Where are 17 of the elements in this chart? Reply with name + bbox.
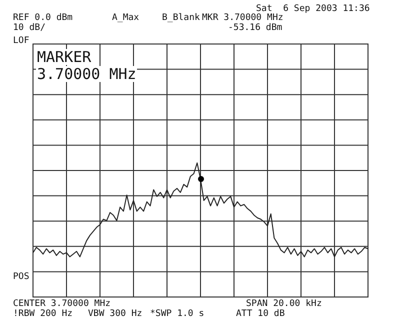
- text: SPAN 20.00 kHz: [246, 299, 322, 309]
- text: B_Blank: [162, 13, 200, 23]
- text: CENTER 3.70000 MHz: [13, 299, 111, 309]
- text: ATT 10 dB: [236, 309, 285, 319]
- text: MARKER: [36, 48, 92, 66]
- text: REF 0.0 dBm: [13, 13, 73, 23]
- text: 3.70000 MHz: [36, 65, 138, 83]
- text: 10 dB/: [13, 23, 46, 33]
- text: LOF: [13, 36, 30, 46]
- text: !RBW 200 Hz: [13, 309, 73, 319]
- text: -53.16 dBm: [228, 23, 282, 33]
- text: Sat 6 Sep 2003 11:36: [256, 4, 370, 14]
- text: POS: [13, 272, 30, 282]
- text: A_Max: [112, 13, 140, 23]
- text: *SWP 1.0 s: [150, 309, 204, 319]
- text: MKR 3.70000 MHz: [202, 13, 284, 23]
- text: VBW 300 Hz: [88, 309, 142, 319]
